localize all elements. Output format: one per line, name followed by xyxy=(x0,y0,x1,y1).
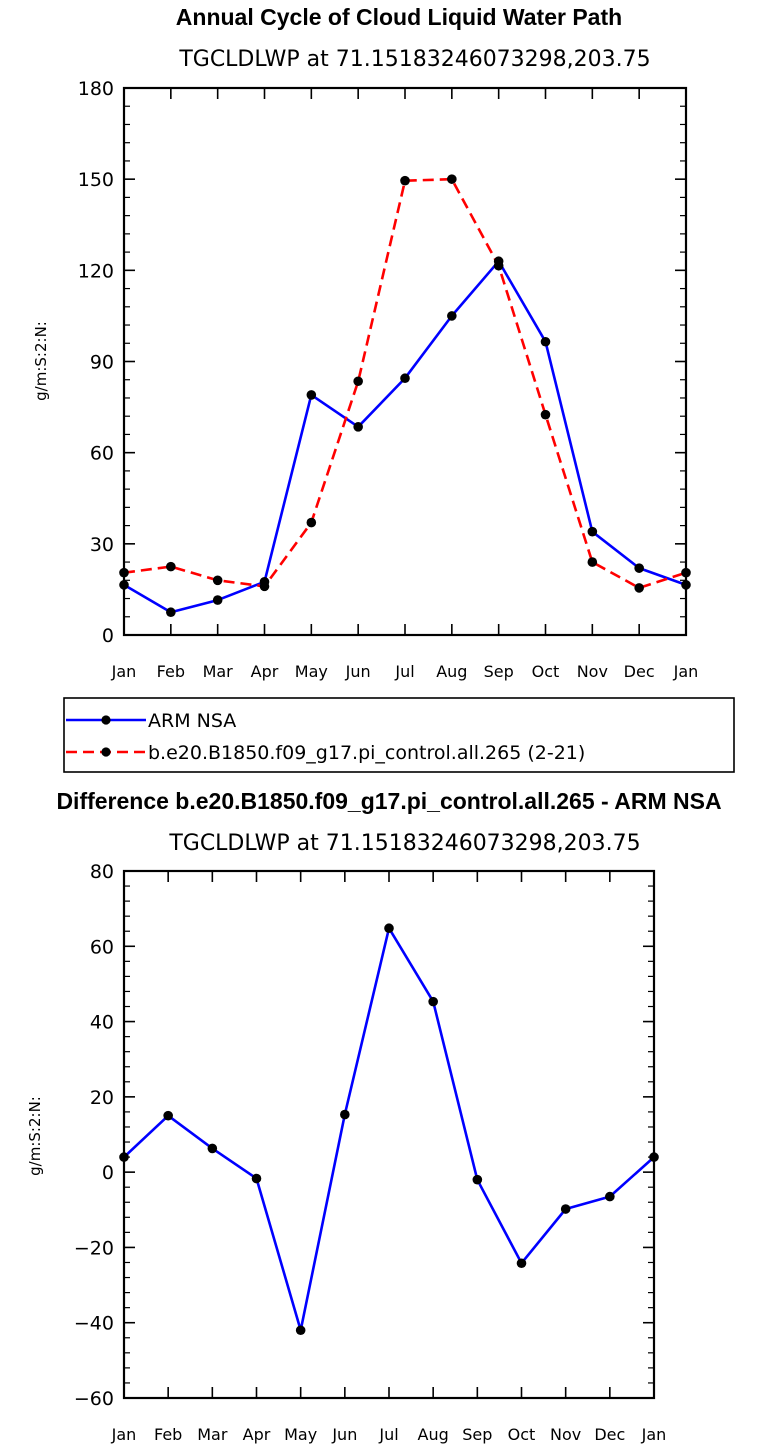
series-line-1 xyxy=(123,177,687,590)
x-tick-label: Jan xyxy=(111,662,137,681)
series-0-point xyxy=(649,1152,659,1162)
y-tick-label: 0 xyxy=(102,1162,114,1184)
x-tick-label: May xyxy=(284,1425,317,1444)
y-tick-label: 20 xyxy=(90,1087,114,1109)
y-tick-label: 0 xyxy=(102,625,114,647)
x-tick-label: Nov xyxy=(577,662,608,681)
y-tick-label: 80 xyxy=(90,861,114,883)
series-0-point xyxy=(447,311,457,321)
y-tick-label: −20 xyxy=(74,1237,114,1259)
series-line-0 xyxy=(123,259,687,614)
legend: ARM NSA b.e20.B1850.f09_g17.pi_control.a… xyxy=(63,697,735,773)
plot-frame xyxy=(122,86,688,637)
x-tick-label: Feb xyxy=(157,662,185,681)
x-tick-label: Sep xyxy=(484,662,514,681)
bottom-chart-title: Difference b.e20.B1850.f09_g17.pi_contro… xyxy=(56,788,721,814)
series-0-point xyxy=(306,390,317,400)
series-1-point xyxy=(212,575,223,586)
series-0-point xyxy=(166,607,176,618)
series-0-point xyxy=(681,580,691,590)
series-0-point xyxy=(634,563,644,573)
bottom-chart-subtitle: TGCLDLWP at 71.15183246073298,203.75 xyxy=(168,831,640,856)
series-0-point xyxy=(560,1204,571,1214)
legend-marker-model xyxy=(101,747,111,757)
x-tick-label: Jul xyxy=(378,1425,398,1444)
plot-frame xyxy=(122,869,656,1400)
series-0-point xyxy=(516,1258,527,1269)
series-0-point xyxy=(340,1109,350,1120)
legend-label-arm: ARM NSA xyxy=(148,710,236,732)
series-1-point xyxy=(306,517,317,528)
series-1-point xyxy=(681,567,691,578)
top-chart-title: Annual Cycle of Cloud Liquid Water Path xyxy=(176,4,622,30)
series-0-point xyxy=(428,996,438,1007)
series-0-point xyxy=(212,595,223,605)
x-tick-label: Jan xyxy=(111,1425,137,1444)
y-tick-label: 180 xyxy=(78,78,114,100)
y-tick-label: 150 xyxy=(78,169,114,191)
y-tick-label: −60 xyxy=(74,1388,114,1410)
legend-box xyxy=(63,697,735,773)
y-tick-label: 120 xyxy=(78,260,114,282)
series-1-point xyxy=(400,175,410,186)
top-chart-plot: 0 30 60 90 120 150 180 Jan Feb Mar Apr May Jun Jul Aug… xyxy=(78,78,699,681)
series-1-point xyxy=(587,557,598,567)
x-tick-label: Apr xyxy=(243,1425,271,1444)
legend-marker-arm xyxy=(101,715,111,725)
series-0-point xyxy=(605,1191,615,1202)
x-tick-label: Mar xyxy=(203,662,234,681)
series-1-point xyxy=(447,174,457,184)
x-tick-label: Jan xyxy=(641,1425,667,1444)
y-tick-label: 60 xyxy=(90,936,114,958)
series-0-point xyxy=(207,1143,218,1154)
y-tick-label: 90 xyxy=(90,352,114,374)
x-tick-label: May xyxy=(295,662,328,681)
y-tick-label: 30 xyxy=(90,534,114,556)
series-1-point xyxy=(119,567,129,578)
x-tick-label: Jan xyxy=(673,662,699,681)
series-0-point xyxy=(540,336,551,347)
x-tick-label: Sep xyxy=(462,1425,492,1444)
series-1-point xyxy=(166,561,176,572)
x-tick-label: Nov xyxy=(550,1425,581,1444)
x-tick-label: Aug xyxy=(436,662,467,681)
series-1-point xyxy=(540,409,551,420)
x-tick-label: Aug xyxy=(418,1425,449,1444)
series-0-point xyxy=(587,526,598,537)
x-tick-label: Dec xyxy=(594,1425,625,1444)
top-chart-ylabel: g/m:S:2:N: xyxy=(32,321,50,401)
series-1-point xyxy=(634,583,644,593)
series-0-point xyxy=(251,1173,262,1184)
series-1-point xyxy=(493,260,504,271)
x-tick-label: Feb xyxy=(154,1425,182,1444)
y-tick-label: 40 xyxy=(90,1012,114,1034)
series-0-point xyxy=(472,1174,483,1185)
series-0-point xyxy=(163,1110,173,1121)
x-tick-label: Mar xyxy=(197,1425,228,1444)
series-0-point xyxy=(295,1325,306,1336)
x-tick-label: Apr xyxy=(251,662,279,681)
series-0-point xyxy=(119,1152,129,1162)
x-tick-label: Jul xyxy=(394,662,414,681)
x-tick-label: Jun xyxy=(345,662,371,681)
y-tick-label: 60 xyxy=(90,443,114,465)
series-0-point xyxy=(353,422,363,432)
bottom-chart-plot: −60 −40 −20 0 20 40 60 80 Jan Feb Mar Apr May Jun Jul A… xyxy=(74,861,666,1444)
y-tick-label: −40 xyxy=(74,1313,114,1335)
x-tick-label: Dec xyxy=(624,662,655,681)
series-1-point xyxy=(259,581,270,592)
bottom-chart-ylabel: g/m:S:2:N: xyxy=(26,1096,44,1176)
series-0-point xyxy=(400,373,410,384)
legend-label-model: b.e20.B1850.f09_g17.pi_control.all.265 (… xyxy=(148,742,585,764)
series-line-0 xyxy=(123,926,655,1332)
series-0-point xyxy=(119,580,129,590)
x-tick-label: Jun xyxy=(331,1425,357,1444)
series-1-point xyxy=(353,376,363,387)
x-tick-label: Oct xyxy=(532,662,560,681)
series-0-point xyxy=(384,923,394,934)
top-chart-subtitle: TGCLDLWP at 71.15183246073298,203.75 xyxy=(178,47,650,72)
x-tick-label: Oct xyxy=(508,1425,536,1444)
